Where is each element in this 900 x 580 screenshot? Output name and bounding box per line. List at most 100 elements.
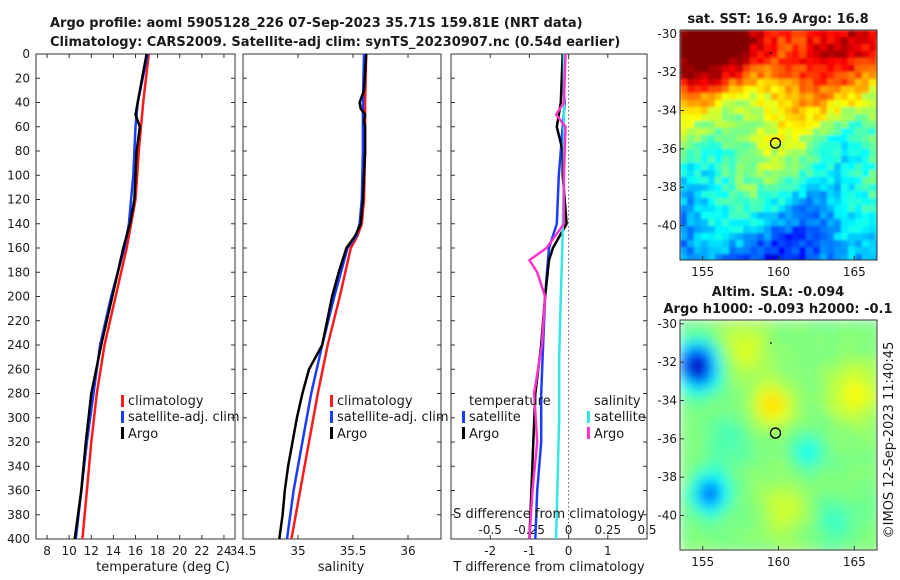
sla-cell [872,376,877,385]
sst-cell [862,247,870,255]
sla-cell [776,512,785,521]
sst-cell [862,128,870,136]
sla-cell [832,480,841,489]
sla-cell [728,456,737,465]
sst-cell [820,58,828,66]
sla-cell [720,328,729,337]
sst-cell [778,212,786,220]
sla-cell [736,416,745,425]
sst-cell [771,233,779,241]
sst-cell [736,247,744,255]
sst-cell [729,79,737,87]
sst-cell [799,30,807,38]
sst-cell [820,219,828,227]
sst-cell [757,107,765,115]
sst-cell [848,30,856,38]
sst-cell [708,198,716,206]
sst-cell [764,72,772,80]
sst-cell [806,233,814,241]
sla-cell [872,368,877,377]
sst-cell [792,114,800,122]
sla-cell [848,472,857,481]
sst-cell [785,100,793,108]
sst-cell [701,121,709,129]
sst-cell [785,93,793,101]
sst-cell [729,184,737,192]
sst-cell [680,58,688,66]
sst-cell [862,177,870,185]
sst-cell [694,86,702,94]
sst-cell [820,72,828,80]
sla-cell [824,536,833,545]
sst-cell [750,240,758,248]
x-tick-label: 22 [194,544,209,558]
sla-cell [856,416,865,425]
lat-tick-label: -38 [657,470,677,484]
sst-cell [841,247,849,255]
sla-cell [720,488,729,497]
sla-cell [816,504,825,513]
sst-cell [820,128,828,136]
sla-cell [816,528,825,537]
sla-cell [784,528,793,537]
y-tick-label: 280 [7,387,30,401]
sst-cell [771,51,779,59]
sla-cell [864,504,873,513]
sla-cell [792,488,801,497]
sst-cell [792,226,800,234]
sst-cell [764,79,772,87]
sst-cell [708,219,716,227]
sst-cell [736,100,744,108]
sst-cell [834,219,842,227]
sla-cell [680,536,689,545]
sla-cell [840,448,849,457]
sst-cell [715,156,723,164]
sst-cell [820,100,828,108]
sla-cell [864,424,873,433]
sst-cell [806,142,814,150]
lon-tick-label: 165 [843,265,866,279]
sla-cell [744,512,753,521]
sla-cell [768,384,777,393]
y-tick-label: 240 [7,338,30,352]
sla-cell [864,472,873,481]
sst-cell [834,93,842,101]
sst-cell [757,198,765,206]
sla-cell [688,352,697,361]
sst-cell [848,191,856,199]
sla-cell [744,520,753,529]
sst-cell [750,219,758,227]
sst-cell [820,156,828,164]
sst-cell [792,37,800,45]
sst-cell [792,177,800,185]
sla-cell [872,464,877,473]
sla-cell [824,488,833,497]
sst-cell [834,65,842,73]
sla-cell [872,424,877,433]
sla-cell [872,400,877,409]
sst-cell [736,191,744,199]
sst-cell [708,170,716,178]
sst-cell [841,170,849,178]
sla-cell [856,520,865,529]
sst-cell [848,86,856,94]
temperature-panel: 0204060801001201401601802002202402602803… [7,47,236,558]
sla-cell [688,336,697,345]
sst-cell [806,170,814,178]
sst-cell [757,51,765,59]
sla-cell [784,360,793,369]
sst-cell [694,149,702,157]
sst-cell [869,37,877,45]
sst-cell [869,191,877,199]
s-diff-tick-label: 0.25 [594,523,621,537]
sla-cell [680,360,689,369]
sst-cell [799,177,807,185]
sla-cell [680,512,689,521]
sla-cell [808,400,817,409]
sla-cell [848,352,857,361]
sla-cell [816,408,825,417]
sla-cell [720,336,729,345]
sst-cell [855,163,863,171]
legend-swatch-climatology [330,395,333,407]
sst-cell [729,191,737,199]
